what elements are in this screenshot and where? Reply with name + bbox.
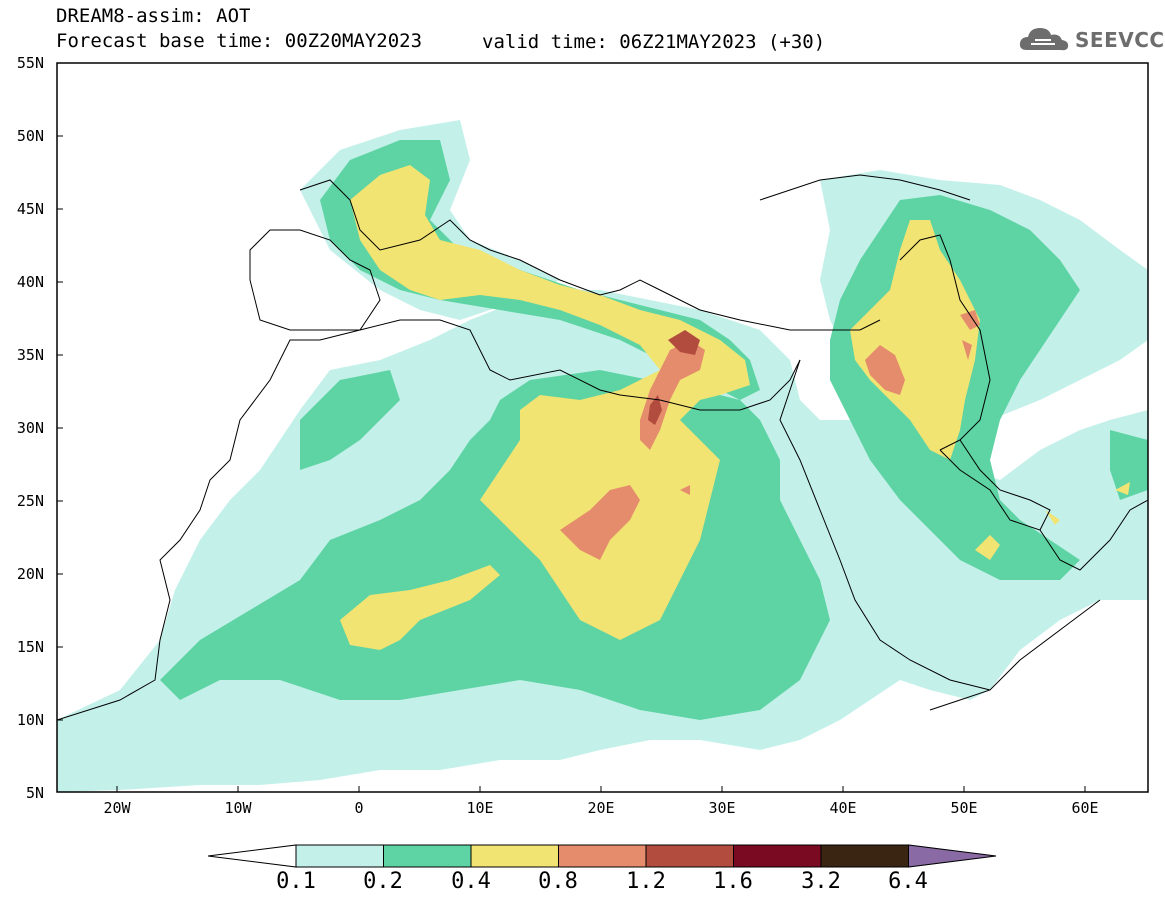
axis-ticks	[57, 62, 1086, 792]
aot-level-0.8	[560, 310, 980, 560]
aot-level-1.2	[648, 330, 700, 425]
lat-label-45n: 45N	[16, 200, 44, 218]
logo-text: SEEVCCC	[1075, 28, 1165, 52]
colorbar-label-3.2: 3.2	[801, 869, 841, 894]
colorbar-label-1.6: 1.6	[713, 869, 753, 894]
lon-label-10w: 10W	[224, 799, 252, 817]
colorbar-label-6.4: 6.4	[888, 869, 928, 894]
colorbar-label-0.8: 0.8	[538, 869, 578, 894]
lon-label-20e: 20E	[587, 799, 615, 817]
lat-label-35n: 35N	[16, 346, 44, 364]
map-title: DREAM8-assim: AOT	[56, 5, 251, 27]
colorbar-label-1.2: 1.2	[626, 869, 666, 894]
lat-label-50n: 50N	[16, 127, 44, 145]
lon-label-40e: 40E	[829, 799, 857, 817]
valid-time: valid time: 06Z21MAY2023 (+30)	[482, 31, 826, 53]
lon-label-50e: 50E	[950, 799, 978, 817]
colorbar-label-0.1: 0.1	[276, 869, 316, 894]
lon-label-10e: 10E	[466, 799, 494, 817]
aot-level-0.4	[340, 165, 1130, 650]
lat-label-10n: 10N	[16, 711, 44, 729]
cloud-icon	[1019, 28, 1069, 51]
colorbar-label-0.2: 0.2	[363, 869, 403, 894]
lon-label-60e: 60E	[1071, 799, 1099, 817]
coastlines	[57, 174, 1148, 721]
lon-label-30e: 30E	[708, 799, 736, 817]
lat-label-5n: 5N	[25, 784, 44, 802]
lon-label-0: 0	[354, 799, 364, 817]
lat-label-55n: 55N	[16, 54, 44, 72]
forecast-base-time: Forecast base time: 00Z20MAY2023	[56, 30, 423, 52]
lat-label-30n: 30N	[16, 419, 44, 437]
lat-label-40n: 40N	[16, 273, 44, 291]
colorbar-label-0.4: 0.4	[451, 869, 491, 894]
lon-label-20w: 20W	[103, 799, 131, 817]
lat-label-20n: 20N	[16, 565, 44, 583]
lat-label-25n: 25N	[16, 492, 44, 510]
lat-label-15n: 15N	[16, 638, 44, 656]
seevccc-logo: SEEVCCC	[1017, 22, 1165, 58]
